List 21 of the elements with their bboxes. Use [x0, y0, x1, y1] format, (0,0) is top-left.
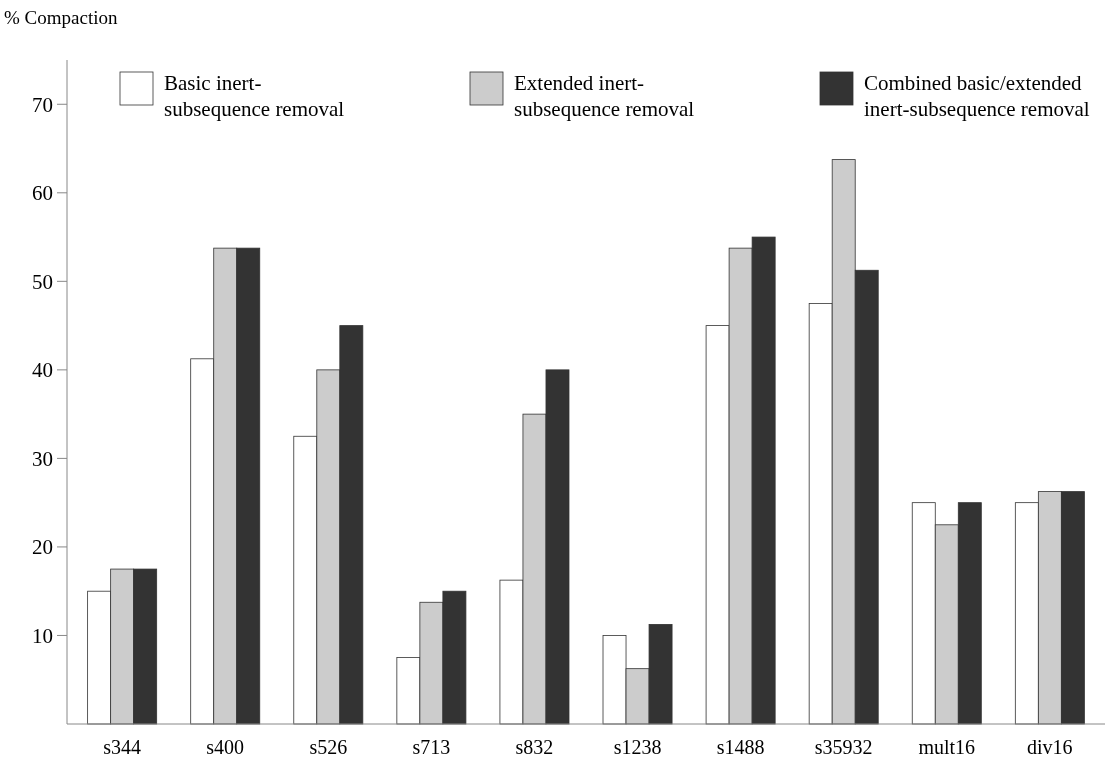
- y-tick-label: 50: [32, 269, 53, 294]
- legend-label: Basic inert- subsequence removal: [164, 71, 345, 121]
- x-tick-label: s1488: [716, 736, 765, 758]
- x-tick-label: s526: [309, 736, 348, 758]
- x-tick-label: div16: [1027, 736, 1073, 758]
- y-tick-label: 60: [32, 181, 53, 206]
- y-tick-label: 70: [32, 92, 53, 117]
- x-tick-label: mult16: [918, 736, 976, 758]
- y-tick-label: 10: [32, 623, 53, 648]
- legend-label: Combined basic/extended inert-subsequence removal: [864, 71, 1090, 121]
- y-axis-title: % Compaction: [4, 7, 118, 28]
- y-tick-label: 20: [32, 535, 53, 560]
- legend-label: Extended inert- subsequence removal: [514, 71, 695, 121]
- x-tick-label: s35932: [814, 736, 873, 758]
- x-tick-label: s344: [103, 736, 142, 758]
- y-tick-label: 40: [32, 358, 53, 383]
- x-tick-label: s1238: [613, 736, 662, 758]
- x-tick-label: s400: [206, 736, 245, 758]
- y-tick-label: 30: [32, 446, 53, 471]
- x-tick-label: s832: [515, 736, 554, 758]
- x-tick-label: s713: [412, 736, 451, 758]
